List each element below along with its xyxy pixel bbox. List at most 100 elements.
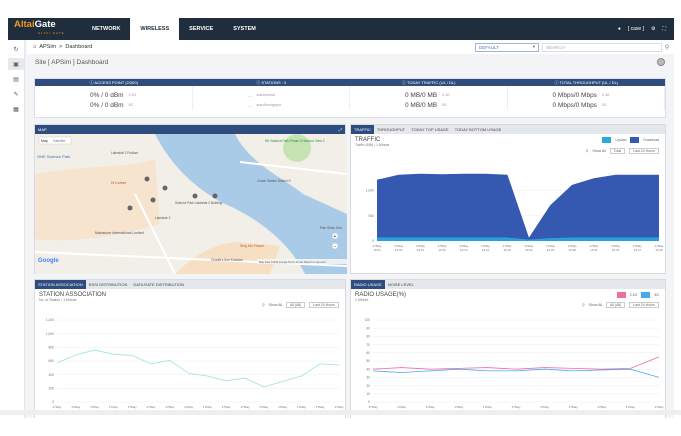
radio-tabs: RADIO USAGE NOISE LEVEL [351,280,665,289]
map-label-9: Coach Station District D [257,179,292,183]
zoom-icon[interactable]: ⚲ [262,303,265,307]
legend-5g[interactable]: 5G [654,293,659,297]
traffic-subtitle: Traffic (MB) / 1 Minute [355,143,390,147]
traffic-tab-1[interactable]: THROUGHPUT [376,127,406,132]
traffic-type-select[interactable]: Total [609,148,626,154]
nav-item-wireless[interactable]: WIRELESS [130,18,180,40]
legend-5g-swatch [641,292,651,298]
traffic-5g-value: 0 MB/0 MB [405,101,438,109]
x-tick-label-6: 17May [503,244,513,248]
nav-item-system[interactable]: SYSTEM [233,26,256,32]
traffic-tab-3[interactable]: TODAY BOTTOM USAGE [454,127,502,132]
nav-item-service[interactable]: SERVICE [189,26,214,32]
ap-24g-band: 2.4G [128,93,137,97]
map-tab-map[interactable]: Map [41,139,48,143]
horizontal-scrollbar[interactable] [0,410,681,415]
radio-controls: ⚲ Show All All (All) Last 24 Hours [582,302,659,308]
y-tick-label-1: 10 [366,392,370,396]
map-panel: MAP ⤢ Map Satellite ONE Science Park Lake… [34,124,348,275]
search-input[interactable]: SEARCH [542,42,662,52]
legend-24g[interactable]: 2.4G [629,293,638,297]
zoom-icon[interactable]: ⚲ [582,303,585,307]
traffic-tab-0[interactable]: TRAFFIC [351,125,374,134]
fullscreen-icon[interactable]: ⛶ [662,26,666,32]
dashboard-icon[interactable]: ▣ [8,58,24,70]
logo-part-b: Gate [34,19,56,30]
traffic-24g-band: 2.4G [442,93,450,97]
station-tab-1[interactable]: RSSI DISTRIBUTION [88,282,128,287]
map-label-11: Charlie's Sun Kowloon [211,258,243,262]
chart-icon[interactable]: ▤ [13,76,19,83]
legend-download-swatch [630,137,640,143]
series-area-upload [377,237,659,241]
user-icon[interactable]: ● [617,26,621,32]
logo-part-a: Altai [14,19,35,30]
zoom-out-button[interactable]: − [334,244,337,250]
stats-header-0: ⓘ ACCESS POINT (2/300) [89,80,138,85]
series-line-5g [372,368,660,378]
traffic-chart[interactable]: 05001,00017May19:0117May19:0417May19:071… [351,161,665,273]
profile-select[interactable]: DEFAULT ▾ [475,42,539,52]
x-tick-label-9: 17May [568,244,578,248]
radio-tab-1[interactable]: NOISE LEVEL [387,282,414,287]
x-tick-label-8: 17May [203,405,213,409]
station-tab-0[interactable]: STATION ASSOCIATION [35,280,86,289]
tp-24g-band: 2.4G [601,93,610,97]
map-header: MAP ⤢ [35,125,345,134]
x-tick-label-12: 17May [278,405,288,409]
radio-tab-0[interactable]: RADIO USAGE [351,280,385,289]
station-chart[interactable]: 02004006008001,0001,20017May16:2717May16… [35,316,345,418]
tool-icon[interactable]: ✎ [13,91,19,98]
x-tick-label-11: 17May [259,405,269,409]
station-band-select[interactable]: All (All) [286,302,306,308]
refresh-icon[interactable]: ↻ [13,46,19,53]
station-range-select[interactable]: Last 24 Hours [309,302,339,308]
x-tick-label-4: 17May [128,405,138,409]
user-label[interactable]: [ case ] [627,26,644,32]
stat-today-traffic: 0 MB/0 MB 2.4G 0 MB/0 MB 5G [350,86,508,110]
radio-show-all[interactable]: Show All [588,303,603,307]
x-tick-label-4: 17May [459,244,469,248]
expand-icon[interactable]: ⤢ [338,127,342,132]
traffic-controls: ⚲ Show All Total Last 24 Hours [586,148,659,154]
legend-upload-swatch [602,137,612,143]
refresh-button[interactable] [657,58,665,66]
map-canvas[interactable]: Map Satellite ONE Science Park Lakeside … [34,134,348,275]
map-attribution[interactable]: Map data ©2023 Google Terms of Use Repor… [259,260,326,264]
radio-range-select[interactable]: Last 24 Hours [629,302,659,308]
y-tick-label-3: 600 [48,359,54,363]
search-icon[interactable]: ⚲ [664,44,670,51]
main-nav: NETWORK WIRELESS SERVICE SYSTEM [82,18,266,40]
x-tick-label-9: 17May [222,405,232,409]
station-tab-2[interactable]: DATA RATE DISTRIBUTION [133,282,185,287]
radio-band-select[interactable]: All (All) [606,302,626,308]
dash-1: — [247,92,252,98]
map-tab-satellite[interactable]: Satellite [53,139,66,143]
ap-marker-icons[interactable] [127,176,218,211]
nav-item-network[interactable]: NETWORK [92,26,121,32]
zoom-in-button[interactable]: + [334,234,337,240]
traffic-range-select[interactable]: Last 24 Hours [629,148,659,154]
breadcrumb: ⌂ APSim > Dashboard DEFAULT ▾ SEARCH ⚲ [27,40,674,54]
y-tick-label-9: 90 [366,326,370,330]
traffic-tab-2[interactable]: TODAY TOP USAGE [411,127,449,132]
y-tick-label-8: 80 [366,335,370,339]
x-tick-label-time-3: 19:10 [438,248,446,252]
stat-access-point: 0% / 0 dBm 2.4G 0% / 0 dBm 5G [35,86,193,110]
brand-logo[interactable]: AltaiGate ALTAI GATE [8,20,72,38]
breadcrumb-site[interactable]: APSim [39,44,57,50]
x-tick-label-13: 17May [654,244,664,248]
stats-header-2: ⓘ TODAY TRAFFIC (UL / DL) [402,80,456,85]
legend-upload[interactable]: Upload [615,138,627,142]
traffic-show-all[interactable]: Show All [592,149,606,153]
home-icon[interactable]: ⌂ [33,44,37,50]
map-label-6: Mainstone International Limited [95,231,144,235]
grid-icon[interactable]: ▦ [13,106,19,113]
station-show-all[interactable]: Show All [268,303,283,307]
zoom-icon[interactable]: ⚲ [585,149,589,153]
radio-chart[interactable]: 010203040506070809010017May20:1117May20:… [351,316,665,418]
x-tick-label-6: 17May [540,405,550,409]
legend-download[interactable]: Download [643,138,659,142]
settings-icon[interactable]: ⚙ [651,26,656,32]
x-tick-label-2: 17May [426,405,436,409]
